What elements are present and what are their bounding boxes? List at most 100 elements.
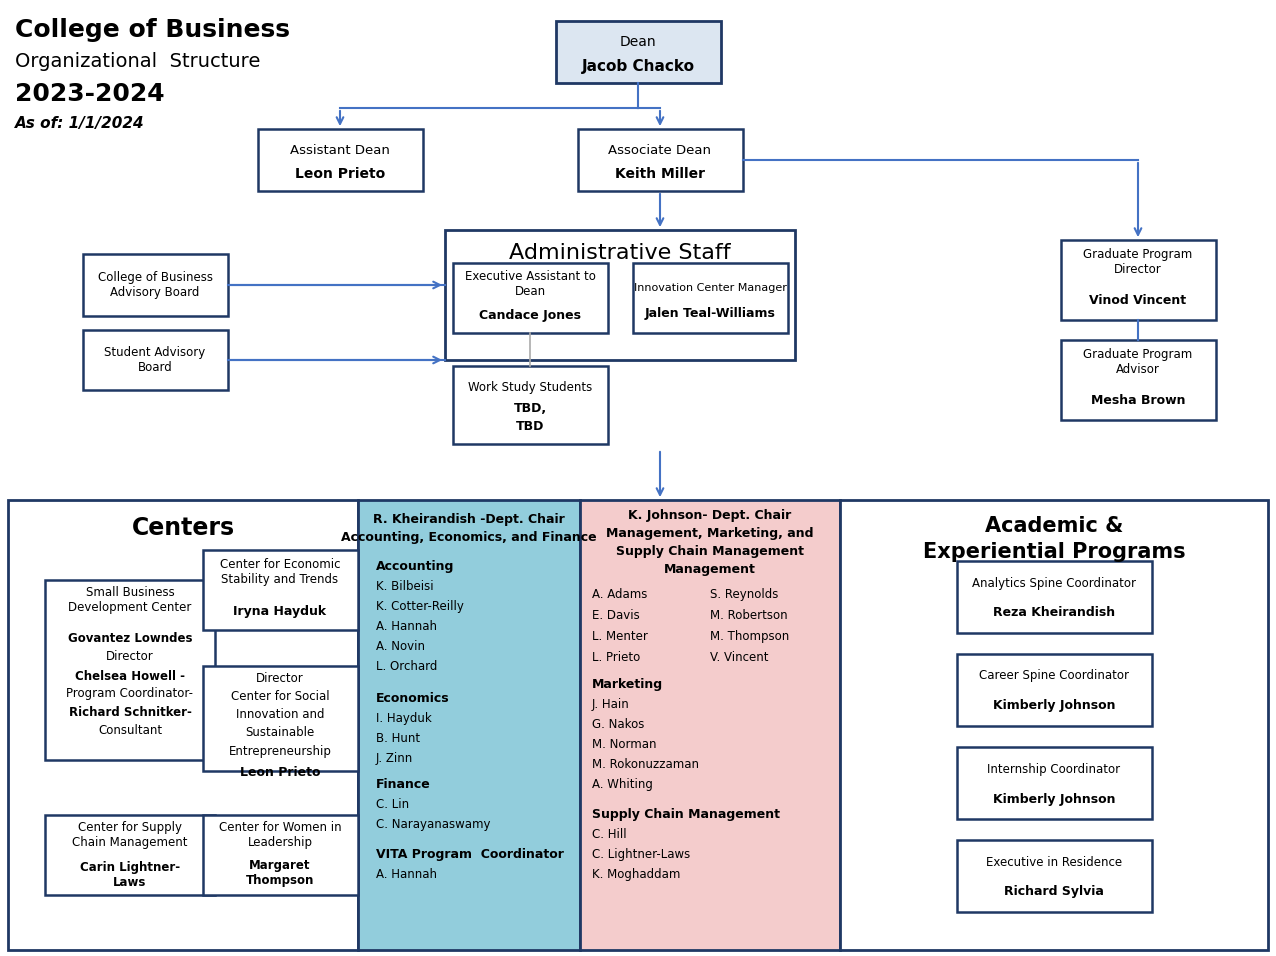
Bar	[445, 230, 795, 360]
Text: Graduate Program
Director: Graduate Program Director	[1083, 248, 1193, 276]
Text: Leon Prieto: Leon Prieto	[240, 766, 320, 778]
Text: Director: Director	[256, 671, 304, 684]
Bar	[453, 263, 607, 333]
Text: VITA Program  Coordinator: VITA Program Coordinator	[376, 848, 564, 861]
Text: G. Nakos: G. Nakos	[592, 718, 644, 731]
Text: Reza Kheirandish: Reza Kheirandish	[993, 606, 1115, 619]
Text: Richard Schnitker-: Richard Schnitker-	[69, 706, 191, 720]
Text: Kimberly Johnson: Kimberly Johnson	[993, 700, 1115, 712]
Text: Economics: Economics	[376, 692, 449, 705]
Bar	[1060, 340, 1216, 420]
Text: R. Kheirandish -Dept. Chair: R. Kheirandish -Dept. Chair	[373, 513, 565, 527]
Bar	[83, 254, 227, 316]
Text: Mesha Brown: Mesha Brown	[1091, 394, 1185, 406]
Text: Experiential Programs: Experiential Programs	[923, 542, 1185, 562]
Text: Dean: Dean	[620, 35, 656, 49]
Text: Executive Assistant to
Dean: Executive Assistant to Dean	[464, 270, 596, 298]
Text: L. Orchard: L. Orchard	[376, 660, 438, 673]
Text: Margaret
Thompson: Margaret Thompson	[246, 859, 314, 887]
Text: A. Adams: A. Adams	[592, 588, 647, 601]
Bar	[1060, 240, 1216, 320]
Text: K. Bilbeisi: K. Bilbeisi	[376, 580, 434, 593]
Bar	[45, 815, 214, 895]
Text: Associate Dean: Associate Dean	[609, 143, 712, 157]
Bar	[203, 665, 357, 771]
Text: Leon Prieto: Leon Prieto	[295, 167, 385, 181]
Text: Work Study Students: Work Study Students	[468, 380, 592, 394]
Text: A. Hannah: A. Hannah	[376, 620, 436, 633]
Bar	[957, 747, 1151, 819]
Bar	[203, 550, 357, 630]
Text: College of Business: College of Business	[15, 18, 290, 42]
Text: Center for Supply
Chain Management: Center for Supply Chain Management	[73, 821, 188, 849]
Text: Candace Jones: Candace Jones	[478, 310, 581, 322]
Bar	[957, 561, 1151, 633]
Text: Administrative Staff: Administrative Staff	[509, 243, 731, 263]
Text: B. Hunt: B. Hunt	[376, 732, 420, 745]
Text: Center for Women in
Leadership: Center for Women in Leadership	[218, 821, 341, 849]
Text: Keith Miller: Keith Miller	[615, 167, 706, 181]
Text: Finance: Finance	[376, 778, 431, 791]
Text: M. Rokonuzzaman: M. Rokonuzzaman	[592, 758, 699, 771]
Text: Small Business
Development Center: Small Business Development Center	[69, 586, 191, 614]
Text: Kimberly Johnson: Kimberly Johnson	[993, 793, 1115, 806]
Text: Jalen Teal-Williams: Jalen Teal-Williams	[644, 308, 776, 320]
Text: J. Hain: J. Hain	[592, 698, 630, 711]
Bar	[840, 500, 1268, 950]
Text: S. Reynolds: S. Reynolds	[709, 588, 778, 601]
Text: Innovation Center Manager: Innovation Center Manager	[634, 283, 786, 293]
Text: Supply Chain Management: Supply Chain Management	[592, 808, 780, 821]
Bar	[957, 654, 1151, 726]
Text: Analytics Spine Coordinator: Analytics Spine Coordinator	[972, 576, 1136, 590]
Text: Management, Marketing, and: Management, Marketing, and	[606, 528, 814, 540]
Bar	[578, 129, 743, 191]
Text: Accounting: Accounting	[376, 560, 454, 573]
Text: M. Robertson: M. Robertson	[709, 609, 787, 622]
Text: Academic &: Academic &	[985, 516, 1123, 536]
Text: TBD: TBD	[516, 421, 544, 433]
Text: Marketing: Marketing	[592, 678, 664, 691]
Text: Innovation and: Innovation and	[236, 707, 324, 721]
Text: Sustainable: Sustainable	[245, 727, 315, 740]
Text: Carin Lightner-
Laws: Carin Lightner- Laws	[80, 861, 180, 889]
Text: Program Coordinator-: Program Coordinator-	[66, 687, 194, 701]
Text: C. Lightner-Laws: C. Lightner-Laws	[592, 848, 690, 861]
Text: M. Norman: M. Norman	[592, 738, 656, 751]
Text: Jacob Chacko: Jacob Chacko	[582, 58, 694, 74]
Text: L. Menter: L. Menter	[592, 630, 648, 643]
Text: TBD,: TBD,	[513, 402, 546, 416]
Bar	[203, 815, 357, 895]
Text: Supply Chain Management: Supply Chain Management	[616, 546, 804, 558]
Text: K. Moghaddam: K. Moghaddam	[592, 868, 680, 881]
Text: A. Novin: A. Novin	[376, 640, 425, 653]
Text: Organizational  Structure: Organizational Structure	[15, 52, 260, 71]
Text: M. Thompson: M. Thompson	[709, 630, 790, 643]
Text: Chelsea Howell -: Chelsea Howell -	[75, 669, 185, 683]
Text: K. Johnson- Dept. Chair: K. Johnson- Dept. Chair	[628, 510, 791, 523]
Bar	[453, 366, 607, 444]
Text: Graduate Program
Advisor: Graduate Program Advisor	[1083, 348, 1193, 376]
Bar	[258, 129, 422, 191]
Text: Vinod Vincent: Vinod Vincent	[1090, 293, 1187, 307]
Text: As of: 1/1/2024: As of: 1/1/2024	[15, 116, 144, 131]
Text: Centers: Centers	[131, 516, 235, 540]
Text: C. Narayanaswamy: C. Narayanaswamy	[376, 818, 490, 831]
Bar	[957, 840, 1151, 912]
Text: L. Prieto: L. Prieto	[592, 651, 641, 664]
Text: College of Business
Advisory Board: College of Business Advisory Board	[97, 271, 213, 299]
Text: C. Hill: C. Hill	[592, 828, 627, 841]
Text: Student Advisory
Board: Student Advisory Board	[105, 346, 205, 374]
Text: Center for Economic
Stability and Trends: Center for Economic Stability and Trends	[219, 558, 341, 586]
Text: I. Hayduk: I. Hayduk	[376, 712, 431, 725]
Text: E. Davis: E. Davis	[592, 609, 639, 622]
Text: Richard Sylvia: Richard Sylvia	[1004, 885, 1104, 899]
Bar	[83, 330, 227, 390]
Bar	[581, 500, 840, 950]
Text: Consultant: Consultant	[98, 725, 162, 737]
Text: Assistant Dean: Assistant Dean	[290, 143, 390, 157]
Text: Iryna Hayduk: Iryna Hayduk	[234, 605, 327, 619]
Text: Govantez Lowndes: Govantez Lowndes	[68, 632, 193, 644]
Text: V. Vincent: V. Vincent	[709, 651, 768, 664]
Bar	[359, 500, 581, 950]
Text: Management: Management	[664, 563, 755, 576]
